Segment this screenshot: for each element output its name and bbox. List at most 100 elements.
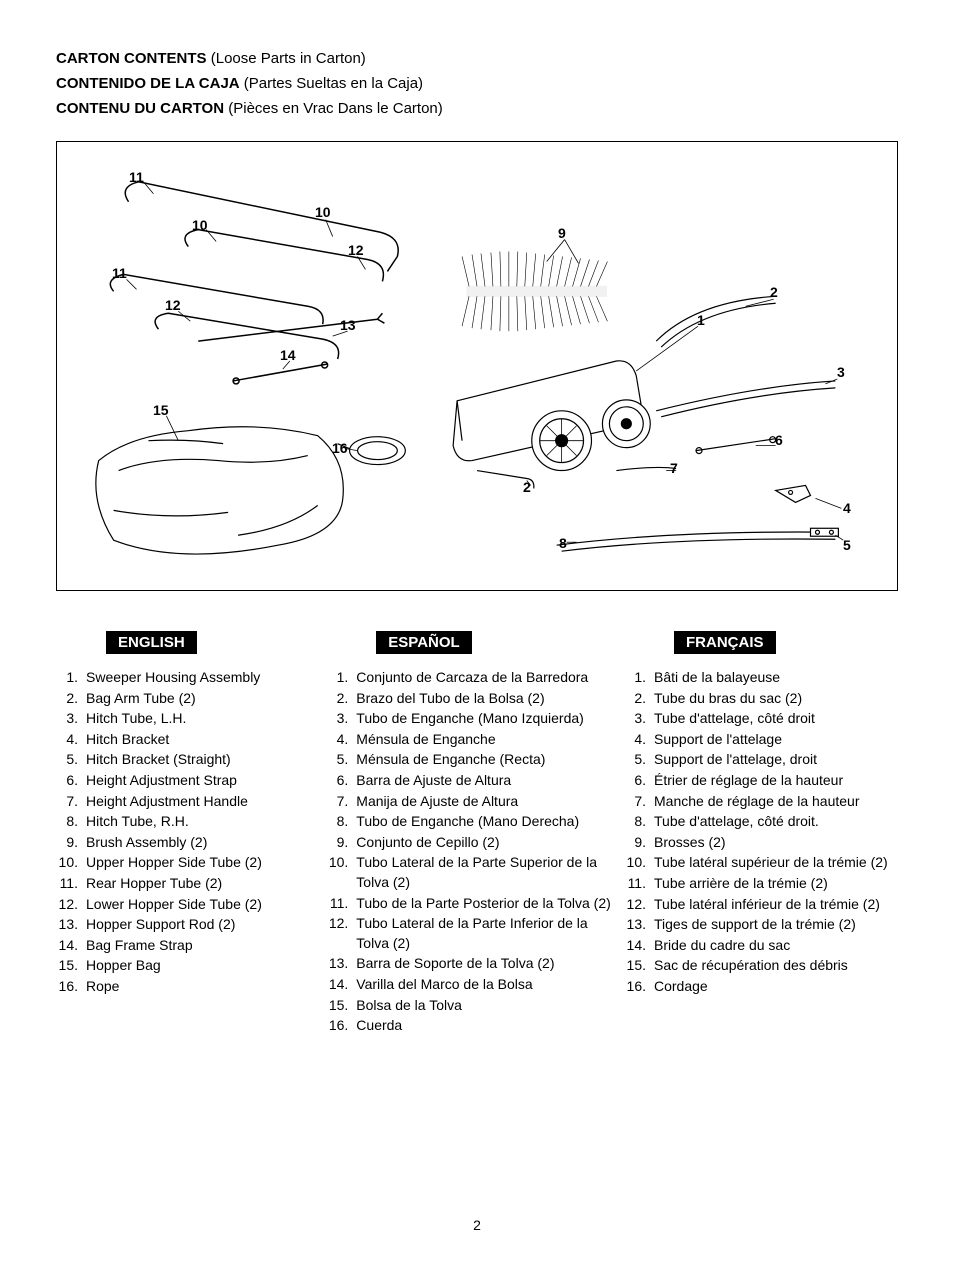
list-item: 12.Tubo Lateral de la Parte Inferior de … [326, 914, 614, 953]
list-item: 6.Barra de Ajuste de Altura [326, 771, 614, 791]
item-text: Upper Hopper Side Tube (2) [86, 853, 316, 873]
item-text: Tubo Lateral de la Parte Inferior de la … [356, 914, 614, 953]
header-bold: CARTON CONTENTS [56, 50, 207, 67]
list-item: 11.Rear Hopper Tube (2) [56, 874, 316, 894]
item-number: 13. [56, 915, 86, 935]
item-number: 9. [624, 833, 654, 853]
item-number: 7. [326, 792, 356, 812]
callout-number: 11 [112, 265, 127, 281]
callout-number: 11 [129, 169, 144, 185]
callout-number: 3 [837, 364, 845, 380]
item-text: Rear Hopper Tube (2) [86, 874, 316, 894]
list-item: 10.Upper Hopper Side Tube (2) [56, 853, 316, 873]
callout-number: 6 [775, 432, 783, 448]
item-text: Manija de Ajuste de Altura [356, 792, 614, 812]
item-number: 5. [326, 750, 356, 770]
list-item: 9.Brosses (2) [624, 833, 898, 853]
list-item: 12.Tube latéral inférieur de la trémie (… [624, 895, 898, 915]
page-number: 2 [56, 1217, 898, 1233]
callout-number: 12 [165, 297, 181, 313]
item-number: 1. [56, 668, 86, 688]
item-number: 7. [56, 792, 86, 812]
list-item: 13.Hopper Support Rod (2) [56, 915, 316, 935]
header-bold: CONTENU DU CARTON [56, 100, 224, 117]
columns-container: ENGLISH 1.Sweeper Housing Assembly2.Bag … [56, 631, 898, 1037]
header-line-en: CARTON CONTENTS (Loose Parts in Carton) [56, 50, 898, 67]
list-item: 15.Sac de récupération des débris [624, 956, 898, 976]
parts-list-english: 1.Sweeper Housing Assembly2.Bag Arm Tube… [56, 668, 316, 997]
item-number: 6. [56, 771, 86, 791]
parts-list-francais: 1.Bâti de la balayeuse2.Tube du bras du … [624, 668, 898, 997]
callout-number: 1 [697, 312, 705, 328]
item-text: Lower Hopper Side Tube (2) [86, 895, 316, 915]
header-rest: (Pièces en Vrac Dans le Carton) [224, 100, 443, 117]
item-number: 10. [56, 853, 86, 873]
item-text: Tube arrière de la trémie (2) [654, 874, 898, 894]
item-number: 16. [624, 977, 654, 997]
list-item: 10.Tubo Lateral de la Parte Superior de … [326, 853, 614, 892]
item-number: 13. [326, 954, 356, 974]
item-text: Hopper Support Rod (2) [86, 915, 316, 935]
item-text: Varilla del Marco de la Bolsa [356, 975, 614, 995]
list-item: 7.Manija de Ajuste de Altura [326, 792, 614, 812]
item-number: 5. [56, 750, 86, 770]
item-text: Hitch Tube, R.H. [86, 812, 316, 832]
list-item: 10.Tube latéral supérieur de la trémie (… [624, 853, 898, 873]
item-text: Tube d'attelage, côté droit. [654, 812, 898, 832]
item-number: 15. [56, 956, 86, 976]
item-number: 16. [56, 977, 86, 997]
item-number: 7. [624, 792, 654, 812]
callout-number: 10 [315, 204, 331, 220]
column-english: ENGLISH 1.Sweeper Housing Assembly2.Bag … [56, 631, 316, 1037]
list-item: 5.Hitch Bracket (Straight) [56, 750, 316, 770]
header-line-es: CONTENIDO DE LA CAJA (Partes Sueltas en … [56, 75, 898, 92]
list-item: 13.Tiges de support de la trémie (2) [624, 915, 898, 935]
item-number: 15. [326, 996, 356, 1016]
item-number: 8. [326, 812, 356, 832]
list-item: 15.Bolsa de la Tolva [326, 996, 614, 1016]
item-text: Brush Assembly (2) [86, 833, 316, 853]
list-item: 6.Étrier de réglage de la hauteur [624, 771, 898, 791]
list-item: 3.Tubo de Enganche (Mano Izquierda) [326, 709, 614, 729]
item-text: Ménsula de Enganche [356, 730, 614, 750]
item-number: 1. [326, 668, 356, 688]
list-item: 4.Support de l'attelage [624, 730, 898, 750]
callout-number: 8 [559, 535, 567, 551]
list-item: 11.Tube arrière de la trémie (2) [624, 874, 898, 894]
item-number: 13. [624, 915, 654, 935]
item-text: Hitch Bracket (Straight) [86, 750, 316, 770]
item-text: Support de l'attelage [654, 730, 898, 750]
diagram-svg [57, 142, 897, 590]
item-text: Cordage [654, 977, 898, 997]
item-text: Hopper Bag [86, 956, 316, 976]
list-item: 11.Tubo de la Parte Posterior de la Tolv… [326, 894, 614, 914]
list-item: 5.Support de l'attelage, droit [624, 750, 898, 770]
item-number: 5. [624, 750, 654, 770]
item-number: 10. [326, 853, 356, 892]
item-number: 12. [624, 895, 654, 915]
item-text: Tube du bras du sac (2) [654, 689, 898, 709]
item-number: 4. [624, 730, 654, 750]
item-text: Tube latéral supérieur de la trémie (2) [654, 853, 898, 873]
list-item: 8.Hitch Tube, R.H. [56, 812, 316, 832]
list-item: 8.Tube d'attelage, côté droit. [624, 812, 898, 832]
header-line-fr: CONTENU DU CARTON (Pièces en Vrac Dans l… [56, 100, 898, 117]
item-text: Tubo de Enganche (Mano Izquierda) [356, 709, 614, 729]
item-text: Height Adjustment Handle [86, 792, 316, 812]
item-number: 10. [624, 853, 654, 873]
item-text: Conjunto de Carcaza de la Barredora [356, 668, 614, 688]
list-item: 1.Sweeper Housing Assembly [56, 668, 316, 688]
callout-number: 2 [523, 479, 531, 495]
item-number: 3. [624, 709, 654, 729]
header-block: CARTON CONTENTS (Loose Parts in Carton) … [56, 50, 898, 117]
item-text: Tubo de Enganche (Mano Derecha) [356, 812, 614, 832]
item-number: 11. [624, 874, 654, 894]
item-text: Bag Frame Strap [86, 936, 316, 956]
list-item: 14.Varilla del Marco de la Bolsa [326, 975, 614, 995]
item-number: 4. [56, 730, 86, 750]
item-text: Cuerda [356, 1016, 614, 1036]
page-container: CARTON CONTENTS (Loose Parts in Carton) … [0, 0, 954, 1263]
callout-number: 2 [770, 284, 778, 300]
item-number: 2. [326, 689, 356, 709]
list-item: 14.Bride du cadre du sac [624, 936, 898, 956]
